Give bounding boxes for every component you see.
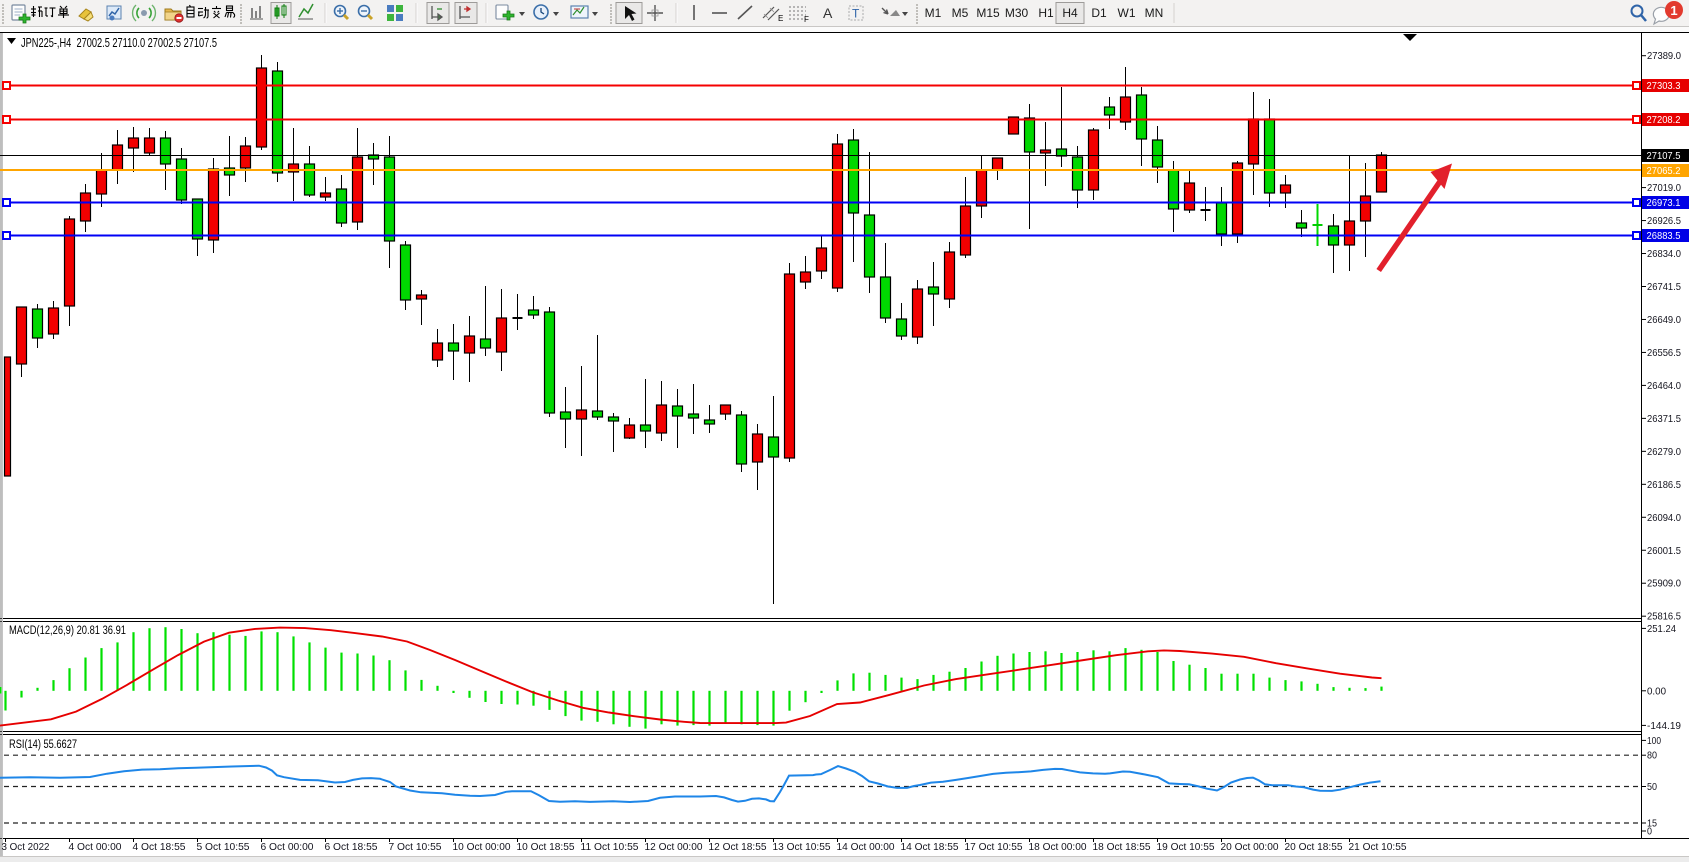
svg-text:26279.0: 26279.0 [1647, 446, 1681, 458]
svg-text:25909.0: 25909.0 [1647, 578, 1681, 590]
svg-text:F: F [804, 15, 809, 24]
svg-text:26556.5: 26556.5 [1647, 347, 1681, 359]
svg-text:-144.19: -144.19 [1647, 720, 1681, 732]
svg-text:T: T [852, 7, 860, 21]
svg-text:26834.0: 26834.0 [1647, 248, 1681, 260]
svg-text:13 Oct 10:55: 13 Oct 10:55 [773, 841, 831, 853]
svg-text:4 Oct 00:00: 4 Oct 00:00 [69, 841, 122, 853]
svg-text:26001.5: 26001.5 [1647, 545, 1681, 557]
svg-text:1: 1 [1670, 3, 1677, 18]
svg-text:4 Oct 18:55: 4 Oct 18:55 [133, 841, 186, 853]
svg-text:26973.1: 26973.1 [1647, 197, 1681, 209]
svg-text:19 Oct 10:55: 19 Oct 10:55 [1157, 841, 1215, 853]
svg-text:251.24: 251.24 [1647, 623, 1676, 635]
svg-text:27303.3: 27303.3 [1647, 80, 1681, 92]
svg-text:100: 100 [1647, 735, 1661, 747]
svg-text:6 Oct 18:55: 6 Oct 18:55 [325, 841, 378, 853]
svg-text:26371.5: 26371.5 [1647, 413, 1681, 425]
svg-text:M15: M15 [976, 6, 1000, 20]
svg-text:6 Oct 00:00: 6 Oct 00:00 [261, 841, 314, 853]
svg-text:0: 0 [1647, 826, 1652, 838]
svg-text:RSI(14) 55.6627: RSI(14) 55.6627 [9, 739, 77, 751]
svg-text:27208.2: 27208.2 [1647, 114, 1681, 126]
svg-text:27019.0: 27019.0 [1647, 182, 1681, 194]
svg-text:27065.2: 27065.2 [1647, 165, 1681, 177]
svg-text:JPN225-,H4 27002.5 27110.0 27: JPN225-,H4 27002.5 27110.0 27002.5 27107… [21, 36, 217, 50]
svg-text:M1: M1 [925, 6, 942, 20]
svg-text:26926.5: 26926.5 [1647, 215, 1681, 227]
svg-text:M30: M30 [1005, 6, 1029, 20]
svg-text:14 Oct 00:00: 14 Oct 00:00 [837, 841, 895, 853]
svg-text:3 Oct 2022: 3 Oct 2022 [2, 841, 50, 853]
svg-text:20 Oct 18:55: 20 Oct 18:55 [1285, 841, 1343, 853]
svg-text:MACD(12,26,9) 20.81 36.91: MACD(12,26,9) 20.81 36.91 [9, 625, 126, 637]
svg-text:18 Oct 00:00: 18 Oct 00:00 [1029, 841, 1087, 853]
svg-text:26649.0: 26649.0 [1647, 314, 1681, 326]
svg-text:26464.0: 26464.0 [1647, 380, 1681, 392]
svg-text:26094.0: 26094.0 [1647, 512, 1681, 524]
svg-text:M5: M5 [952, 6, 969, 20]
svg-text:27389.0: 27389.0 [1647, 50, 1681, 62]
svg-text:12 Oct 18:55: 12 Oct 18:55 [709, 841, 767, 853]
svg-text:10 Oct 18:55: 10 Oct 18:55 [517, 841, 575, 853]
svg-text:10 Oct 00:00: 10 Oct 00:00 [453, 841, 511, 853]
svg-text:17 Oct 10:55: 17 Oct 10:55 [965, 841, 1023, 853]
svg-text:H1: H1 [1038, 6, 1054, 20]
svg-text:26741.5: 26741.5 [1647, 281, 1681, 293]
svg-text:18 Oct 18:55: 18 Oct 18:55 [1093, 841, 1151, 853]
svg-text:11 Oct 10:55: 11 Oct 10:55 [581, 841, 639, 853]
svg-text:27107.5: 27107.5 [1647, 150, 1681, 162]
svg-text:80: 80 [1647, 750, 1657, 762]
svg-text:25816.5: 25816.5 [1647, 611, 1681, 623]
svg-text:12 Oct 00:00: 12 Oct 00:00 [645, 841, 703, 853]
svg-text:5 Oct 10:55: 5 Oct 10:55 [197, 841, 250, 853]
svg-text:7 Oct 10:55: 7 Oct 10:55 [389, 841, 442, 853]
svg-text:0.00: 0.00 [1647, 685, 1666, 697]
svg-text:MN: MN [1145, 6, 1164, 20]
svg-text:W1: W1 [1118, 6, 1136, 20]
svg-text:E: E [778, 14, 783, 23]
svg-text:50: 50 [1647, 781, 1657, 793]
svg-text:26186.5: 26186.5 [1647, 479, 1681, 491]
svg-text:15: 15 [1647, 818, 1657, 830]
svg-text:A: A [823, 5, 833, 21]
svg-text:20 Oct 00:00: 20 Oct 00:00 [1221, 841, 1279, 853]
svg-text:21 Oct 10:55: 21 Oct 10:55 [1349, 841, 1407, 853]
svg-text:H4: H4 [1062, 6, 1078, 20]
svg-text:26883.5: 26883.5 [1647, 230, 1681, 242]
svg-text:D1: D1 [1091, 6, 1107, 20]
svg-text:14 Oct 18:55: 14 Oct 18:55 [901, 841, 959, 853]
